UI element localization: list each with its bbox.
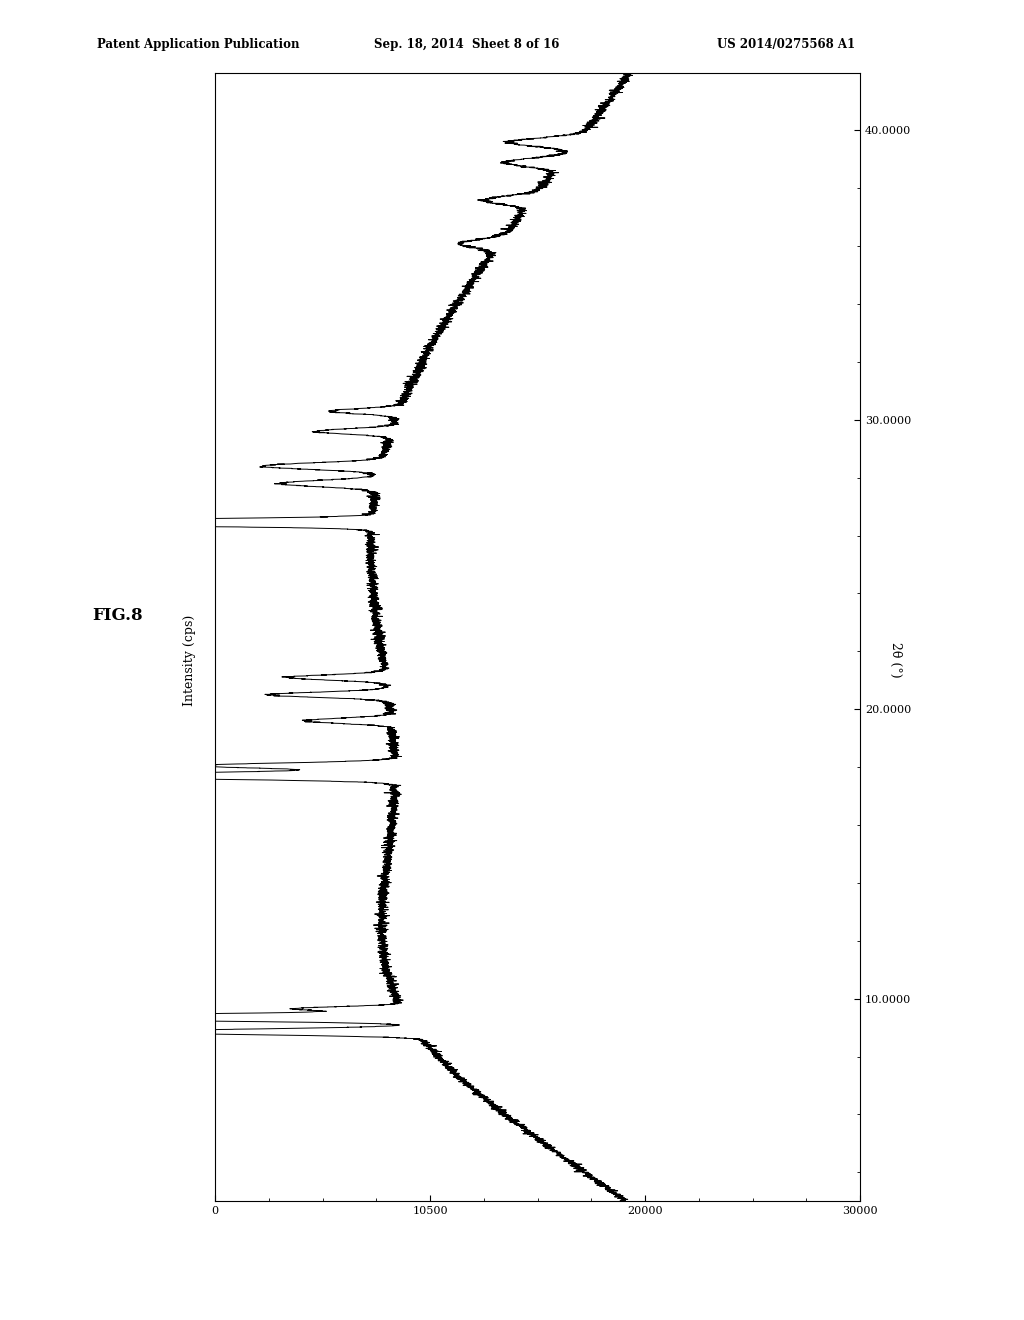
Text: Patent Application Publication: Patent Application Publication: [97, 37, 300, 50]
Text: 2θ (°): 2θ (°): [890, 643, 902, 677]
Text: US 2014/0275568 A1: US 2014/0275568 A1: [717, 37, 855, 50]
Text: FIG.8: FIG.8: [92, 607, 142, 624]
Text: Intensity (cps): Intensity (cps): [183, 614, 196, 706]
Text: Sep. 18, 2014  Sheet 8 of 16: Sep. 18, 2014 Sheet 8 of 16: [374, 37, 559, 50]
